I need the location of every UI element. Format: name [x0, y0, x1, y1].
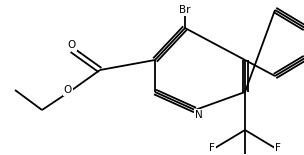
Text: F: F	[209, 143, 215, 153]
Text: F: F	[275, 143, 281, 153]
Text: N: N	[195, 110, 203, 120]
Text: O: O	[64, 85, 72, 95]
Text: Br: Br	[179, 5, 191, 15]
Text: O: O	[68, 40, 76, 50]
